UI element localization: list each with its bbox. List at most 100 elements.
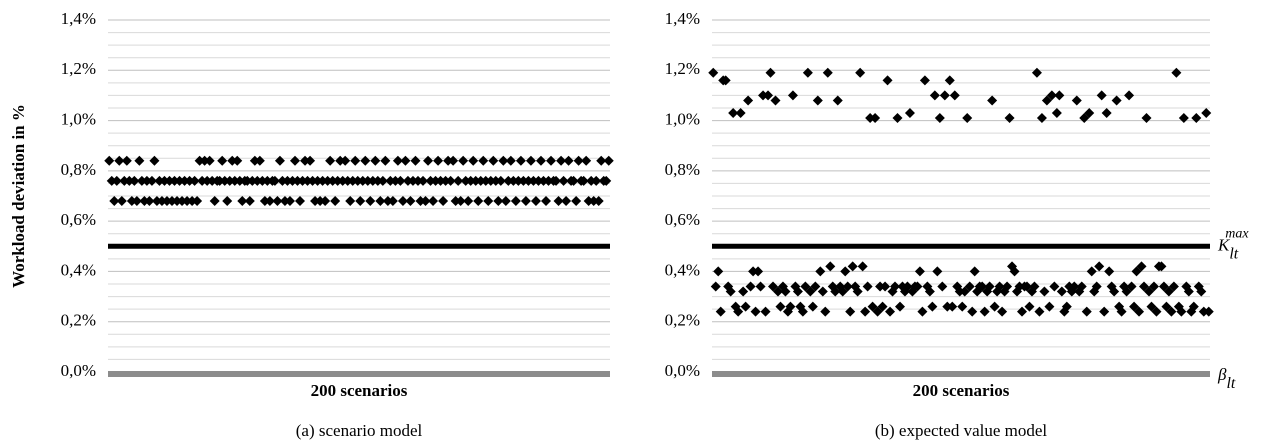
point xyxy=(1136,261,1147,272)
point xyxy=(382,196,393,207)
point xyxy=(262,175,273,186)
point xyxy=(733,306,744,317)
point xyxy=(448,155,459,166)
point xyxy=(1168,281,1179,292)
point xyxy=(924,286,935,297)
point xyxy=(1044,301,1055,312)
point xyxy=(914,266,925,277)
point xyxy=(400,155,411,166)
point xyxy=(475,175,486,186)
point xyxy=(912,281,923,292)
point xyxy=(1131,266,1142,277)
caption: (b) expected value model xyxy=(875,421,1048,440)
point xyxy=(957,301,968,312)
point xyxy=(546,155,557,166)
point xyxy=(525,155,536,166)
point xyxy=(1086,266,1097,277)
point xyxy=(984,281,995,292)
point xyxy=(1024,301,1035,312)
point xyxy=(154,175,165,186)
point xyxy=(538,175,549,186)
point xyxy=(997,306,1008,317)
point xyxy=(917,306,928,317)
point xyxy=(1203,306,1214,317)
point xyxy=(179,175,190,186)
point xyxy=(939,90,950,101)
point xyxy=(402,175,413,186)
point xyxy=(1129,301,1140,312)
point xyxy=(892,113,903,124)
point xyxy=(498,155,509,166)
point xyxy=(440,175,451,186)
point xyxy=(979,306,990,317)
point xyxy=(217,155,228,166)
point xyxy=(927,301,938,312)
point xyxy=(187,196,198,207)
point xyxy=(483,196,494,207)
point xyxy=(1124,90,1135,101)
x-axis xyxy=(712,371,1210,377)
point xyxy=(728,108,739,119)
point xyxy=(490,175,501,186)
point xyxy=(1171,67,1182,78)
point xyxy=(242,175,253,186)
point xyxy=(540,196,551,207)
point xyxy=(1094,261,1105,272)
point xyxy=(1161,301,1172,312)
point xyxy=(860,306,871,317)
y-tick-label: 1,0% xyxy=(665,109,700,128)
baseline-label-sub: lt xyxy=(1226,375,1235,392)
point xyxy=(485,175,496,186)
y-tick-label: 1,4% xyxy=(665,9,700,28)
point xyxy=(395,175,406,186)
point xyxy=(1017,306,1028,317)
point xyxy=(947,301,958,312)
point xyxy=(207,175,218,186)
point xyxy=(1176,306,1187,317)
point xyxy=(518,175,529,186)
point xyxy=(332,175,343,186)
point xyxy=(257,175,268,186)
point xyxy=(182,196,193,207)
point xyxy=(535,155,546,166)
point xyxy=(959,286,970,297)
point xyxy=(478,155,489,166)
point xyxy=(322,175,333,186)
point xyxy=(151,196,162,207)
point xyxy=(533,175,544,186)
point xyxy=(1116,306,1127,317)
point xyxy=(129,175,140,186)
point xyxy=(528,175,539,186)
point xyxy=(297,175,308,186)
point xyxy=(977,281,988,292)
point xyxy=(964,281,975,292)
point xyxy=(249,155,260,166)
y-tick-label: 0,4% xyxy=(665,260,700,279)
point xyxy=(1069,281,1080,292)
point xyxy=(350,155,361,166)
point xyxy=(870,113,881,124)
point xyxy=(523,175,534,186)
point xyxy=(214,175,225,186)
point xyxy=(787,90,798,101)
point xyxy=(780,286,791,297)
point xyxy=(593,196,604,207)
point xyxy=(735,108,746,119)
point xyxy=(320,196,331,207)
point xyxy=(327,175,338,186)
point xyxy=(458,155,469,166)
point xyxy=(603,155,614,166)
point xyxy=(380,155,391,166)
point xyxy=(1031,67,1042,78)
x-axis-label: 200 scenarios xyxy=(913,381,1010,400)
point xyxy=(387,196,398,207)
point xyxy=(847,261,858,272)
point xyxy=(513,175,524,186)
point xyxy=(1076,281,1087,292)
point xyxy=(772,286,783,297)
point xyxy=(470,175,481,186)
point xyxy=(969,266,980,277)
point xyxy=(453,175,464,186)
point xyxy=(292,175,303,186)
